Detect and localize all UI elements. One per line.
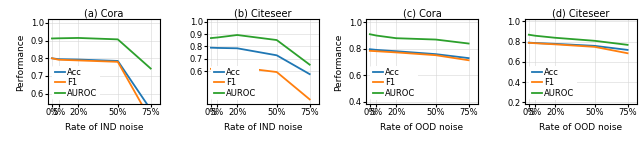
X-axis label: Rate of OOD noise: Rate of OOD noise (540, 123, 622, 132)
AUROC (372, 35, 380, 37)
F1 (214, 68, 221, 70)
Acc (214, 47, 221, 49)
Acc (54, 58, 62, 60)
F1 (273, 71, 280, 73)
Title: (c) Cora: (c) Cora (403, 9, 441, 19)
AUROC (74, 37, 82, 39)
Line: AUROC: AUROC (211, 35, 310, 65)
Acc (234, 47, 241, 49)
F1 (591, 46, 598, 48)
F1 (48, 57, 56, 59)
Line: F1: F1 (529, 43, 628, 53)
Legend: Acc, F1, AUROC: Acc, F1, AUROC (52, 66, 100, 100)
F1 (54, 59, 62, 61)
AUROC (525, 34, 532, 36)
Title: (a) Cora: (a) Cora (84, 9, 124, 19)
Acc (114, 60, 122, 62)
Acc (366, 48, 374, 50)
Acc (372, 49, 380, 51)
Title: (b) Citeseer: (b) Citeseer (234, 9, 292, 19)
F1 (525, 42, 532, 44)
F1 (114, 61, 122, 63)
Line: F1: F1 (370, 51, 468, 60)
X-axis label: Rate of IND noise: Rate of IND noise (65, 123, 143, 132)
Acc (525, 42, 532, 44)
Line: Acc: Acc (529, 43, 628, 50)
Line: F1: F1 (52, 58, 151, 120)
Acc (624, 49, 632, 51)
Title: (d) Citeseer: (d) Citeseer (552, 9, 609, 19)
F1 (306, 98, 314, 100)
Acc (465, 57, 472, 59)
F1 (366, 50, 374, 52)
AUROC (306, 64, 314, 66)
AUROC (465, 43, 472, 44)
Acc (432, 53, 440, 55)
Acc (207, 47, 215, 49)
AUROC (48, 38, 56, 39)
Acc (306, 73, 314, 75)
AUROC (273, 39, 280, 41)
Legend: Acc, F1, AUROC: Acc, F1, AUROC (211, 66, 259, 100)
Legend: Acc, F1, AUROC: Acc, F1, AUROC (529, 66, 577, 100)
X-axis label: Rate of IND noise: Rate of IND noise (223, 123, 302, 132)
Y-axis label: Performance: Performance (334, 33, 343, 91)
F1 (432, 54, 440, 56)
Acc (591, 45, 598, 47)
AUROC (532, 35, 540, 37)
AUROC (366, 33, 374, 35)
AUROC (591, 40, 598, 42)
Legend: Acc, F1, AUROC: Acc, F1, AUROC (370, 66, 418, 100)
Acc (551, 43, 559, 45)
F1 (372, 50, 380, 52)
Y-axis label: Performance: Performance (16, 33, 25, 91)
F1 (207, 68, 215, 70)
F1 (624, 52, 632, 54)
AUROC (54, 37, 62, 39)
Line: AUROC: AUROC (529, 35, 628, 45)
Acc (74, 59, 82, 60)
X-axis label: Rate of OOD noise: Rate of OOD noise (380, 123, 463, 132)
Line: Acc: Acc (52, 58, 151, 110)
AUROC (392, 37, 400, 39)
Acc (147, 109, 155, 111)
Line: Acc: Acc (211, 48, 310, 74)
F1 (532, 42, 540, 44)
Line: F1: F1 (211, 67, 310, 99)
Line: AUROC: AUROC (370, 34, 468, 44)
Line: Acc: Acc (370, 49, 468, 58)
Acc (273, 54, 280, 56)
F1 (147, 119, 155, 121)
AUROC (551, 37, 559, 39)
Line: AUROC: AUROC (52, 38, 151, 69)
AUROC (624, 44, 632, 46)
AUROC (214, 37, 221, 38)
Acc (532, 42, 540, 44)
AUROC (207, 37, 215, 39)
F1 (74, 60, 82, 61)
F1 (465, 59, 472, 61)
F1 (392, 52, 400, 53)
Acc (392, 50, 400, 52)
AUROC (147, 68, 155, 69)
AUROC (114, 38, 122, 40)
F1 (234, 66, 241, 68)
F1 (551, 44, 559, 45)
AUROC (234, 34, 241, 36)
AUROC (432, 39, 440, 40)
Acc (48, 57, 56, 59)
